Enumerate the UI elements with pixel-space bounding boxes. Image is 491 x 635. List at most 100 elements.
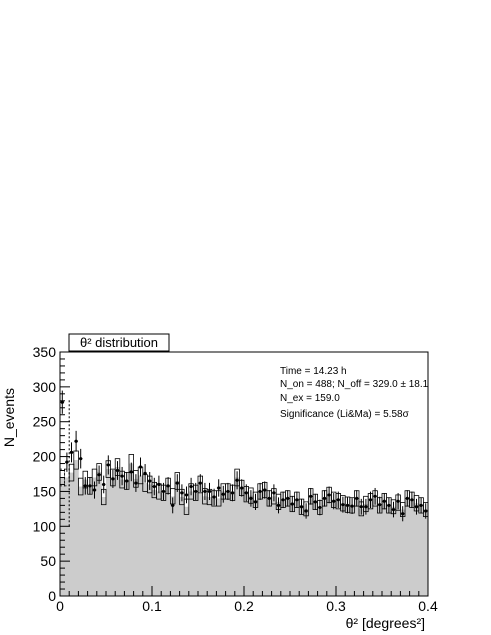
on-point [382, 499, 386, 503]
on-point [336, 498, 340, 502]
on-point [166, 484, 170, 488]
off-bar [290, 503, 295, 596]
off-bar [69, 472, 75, 596]
on-point [138, 465, 143, 469]
off-bar [345, 504, 351, 596]
x-tick-label: 0.2 [234, 598, 254, 614]
y-tick-label: 350 [33, 344, 57, 360]
on-point [419, 503, 423, 507]
title-box: θ² distribution [68, 333, 170, 352]
title-box-frame [68, 333, 170, 352]
off-bar [382, 501, 387, 596]
on-point [129, 470, 133, 474]
off-bar [83, 479, 88, 596]
on-point [198, 481, 202, 485]
on-point [263, 488, 267, 492]
off-bar [405, 498, 410, 596]
y-tick-label: 150 [33, 483, 57, 499]
on-point [212, 495, 216, 499]
off-bar [96, 471, 102, 596]
off-bar [280, 499, 286, 596]
off-bar [175, 480, 180, 596]
on-point [115, 468, 120, 473]
on-point [180, 491, 184, 495]
on-point [106, 463, 110, 467]
on-point [235, 478, 239, 482]
on-point [350, 504, 354, 508]
off-bar [423, 509, 429, 596]
on-point [88, 484, 92, 488]
off-bar [138, 475, 144, 596]
off-bar [377, 505, 383, 596]
off-bar [142, 483, 148, 596]
on-point [79, 457, 83, 461]
stats-n-on-off: N_on = 488; N_off = 329.0 ± 18.1 [280, 379, 429, 390]
on-point [97, 473, 101, 477]
on-point [299, 505, 304, 509]
off-bar [372, 498, 378, 596]
off-bar [363, 503, 369, 596]
on-point [424, 509, 428, 513]
off-bar [418, 505, 424, 596]
stats-time: Time = 14.23 h [280, 366, 347, 377]
off-bar [303, 508, 309, 596]
y-tick-label: 250 [33, 414, 57, 430]
off-bar [239, 487, 245, 596]
on-point [120, 474, 124, 478]
y-tick-label: 300 [33, 379, 57, 395]
off-bar [78, 486, 84, 596]
off-bar [313, 501, 318, 596]
on-point [203, 489, 207, 494]
on-point [304, 509, 308, 513]
off-bar [299, 506, 305, 596]
x-axis-title: θ² [degrees²] [346, 615, 425, 631]
off-bar [409, 499, 415, 596]
off-bar [386, 505, 392, 596]
on-point [401, 512, 405, 516]
off-bar [184, 506, 190, 596]
off-bar [133, 478, 139, 596]
on-point [286, 496, 290, 500]
on-point [74, 439, 78, 443]
off-bar [414, 503, 420, 596]
on-point [184, 493, 189, 497]
off-bar [326, 494, 332, 596]
on-point [253, 500, 258, 504]
off-bar [294, 499, 300, 596]
on-point [359, 505, 363, 509]
on-point [318, 505, 322, 510]
off-bar [198, 484, 203, 596]
on-point [152, 484, 156, 489]
x-tick-label: 0.1 [142, 598, 162, 614]
on-point [364, 505, 368, 509]
on-point [69, 450, 74, 454]
on-point [83, 484, 87, 488]
off-bar [257, 491, 263, 596]
on-point [272, 491, 276, 495]
off-bar [276, 501, 282, 596]
off-bar [119, 479, 125, 596]
off-bar [87, 485, 93, 596]
on-point [368, 498, 373, 502]
off-bar [395, 502, 401, 596]
on-point [92, 488, 97, 492]
off-bar [101, 497, 107, 596]
on-point [221, 492, 225, 496]
off-bar [336, 501, 341, 596]
off-bar [110, 477, 116, 596]
off-bar [202, 496, 208, 596]
on-point [373, 494, 377, 498]
stats-box: Time = 14.23 h N_on = 488; N_off = 329.0… [280, 366, 429, 420]
off-bar [221, 491, 226, 596]
on-point [414, 505, 419, 509]
on-point [387, 503, 391, 507]
off-bar [368, 501, 374, 596]
on-point [143, 471, 147, 475]
on-point [148, 479, 152, 483]
off-bar [188, 491, 194, 596]
off-bar [152, 490, 157, 596]
off-bar [317, 507, 323, 596]
stats-significance: Significance (Li&Ma) = 5.58σ [280, 409, 410, 420]
off-bar [400, 509, 406, 596]
